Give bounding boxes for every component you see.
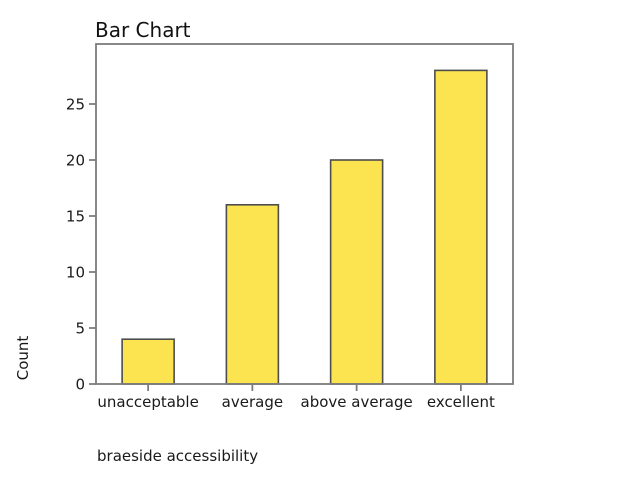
bar-above-average xyxy=(329,159,384,385)
y-tick-label: 25 xyxy=(66,96,85,114)
y-axis-label: Count xyxy=(14,336,32,381)
bar-excellent xyxy=(434,69,488,385)
y-tick-label: 5 xyxy=(75,320,85,338)
chart-title: Bar Chart xyxy=(95,18,191,42)
x-tick-label: average xyxy=(222,393,283,411)
x-tick-label: unacceptable xyxy=(97,393,198,411)
y-tick-label: 10 xyxy=(66,264,85,282)
x-axis-label: braeside accessibility xyxy=(97,447,258,465)
bar-unacceptable xyxy=(121,338,175,385)
x-tick-label: above average xyxy=(301,393,413,411)
y-tick-label: 20 xyxy=(66,152,85,170)
y-tick-label: 15 xyxy=(66,208,85,226)
bar-average xyxy=(225,204,280,385)
x-tick-label: excellent xyxy=(427,393,495,411)
y-tick-label: 0 xyxy=(75,376,85,394)
plot-frame xyxy=(95,43,514,385)
